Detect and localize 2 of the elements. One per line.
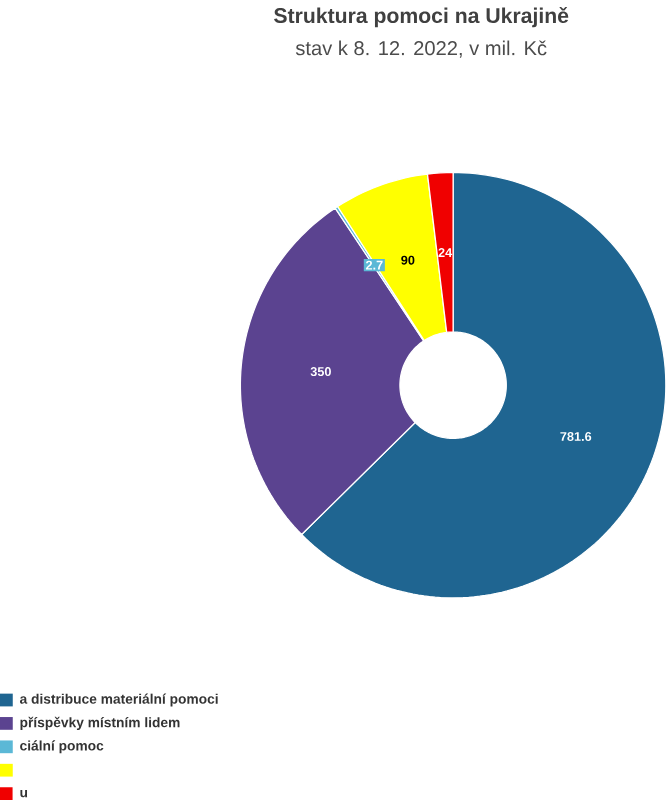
chart-subtitle: stav k 8. 12. 2022, v mil. Kč: [295, 40, 547, 58]
chart-title: Struktura pomoci na Ukrajině: [273, 7, 569, 28]
